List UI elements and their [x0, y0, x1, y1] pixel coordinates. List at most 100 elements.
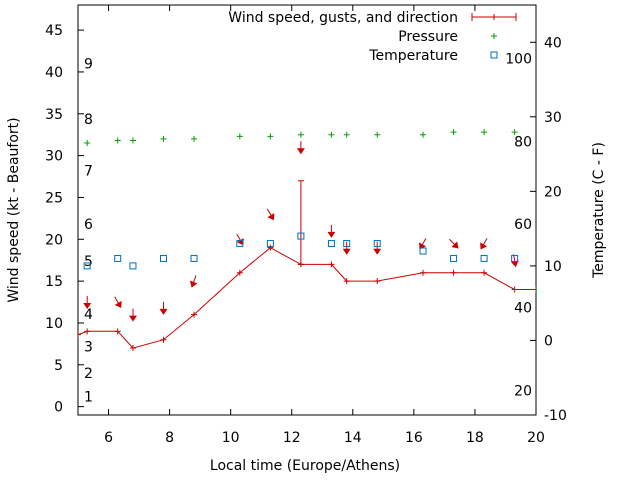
temperature-point	[373, 240, 381, 248]
y-tick-label: 0	[54, 400, 63, 416]
pressure-point	[450, 129, 457, 136]
x-tick-label: 6	[104, 430, 113, 446]
fahrenheit-label: 60	[514, 217, 532, 233]
wind-speed-line	[78, 247, 536, 349]
x-tick-label: 8	[165, 430, 174, 446]
y-tick-label: 30	[45, 149, 63, 165]
y-tick-label: 20	[45, 232, 63, 248]
pressure-point	[481, 129, 488, 136]
legend-key-pressure	[491, 33, 497, 39]
y-tick-label: 45	[45, 23, 63, 39]
temperature-point	[266, 240, 274, 248]
pressure-point	[267, 133, 274, 140]
legend-label-pressure: Pressure	[398, 29, 458, 45]
fahrenheit-label: 80	[514, 134, 532, 150]
x-axis: 6 8 10 12 14 16 18 20	[104, 5, 545, 446]
wind-arrow	[159, 301, 168, 315]
wind-point	[191, 311, 198, 318]
y2-tick-label: 10	[544, 259, 562, 275]
beaufort-label: 9	[84, 57, 93, 73]
fahrenheit-scale-labels: 20 40 60 80 100	[505, 52, 532, 400]
gust-bar	[297, 180, 304, 265]
wind-arrow	[189, 275, 198, 288]
x-tick-label: 14	[344, 430, 362, 446]
temperature-series	[83, 232, 519, 270]
fahrenheit-label: 40	[514, 301, 532, 317]
y2-tick-label: 40	[544, 35, 562, 51]
temperature-point	[83, 262, 91, 270]
wind-point	[84, 328, 91, 335]
temperature-point	[114, 254, 122, 262]
y2-tick-label: 20	[544, 184, 562, 200]
y-tick-label: 15	[45, 274, 63, 290]
beaufort-label: 7	[84, 164, 93, 180]
x-tick-label: 16	[405, 430, 423, 446]
wind-point	[236, 269, 243, 276]
wind-arrow	[236, 233, 244, 246]
pressure-point	[160, 135, 167, 142]
legend-key-wind	[471, 13, 517, 21]
wind-point	[343, 278, 350, 285]
y-tick-label: 35	[45, 107, 63, 123]
beaufort-label: 1	[84, 390, 93, 406]
wind-point	[78, 331, 81, 338]
temperature-point	[511, 254, 519, 262]
wind-arrow	[296, 141, 305, 155]
wind-point	[481, 269, 488, 276]
pressure-point	[511, 129, 518, 136]
wind-series	[78, 244, 536, 352]
y-axis-label: Wind speed (kt - Beaufort)	[6, 117, 22, 302]
y2-tick-label: -10	[544, 408, 567, 424]
fahrenheit-label: 100	[505, 52, 532, 68]
wind-point	[374, 278, 381, 285]
beaufort-label: 5	[84, 254, 93, 270]
wind-point	[267, 244, 274, 251]
wind-arrow	[327, 224, 336, 238]
pressure-point	[191, 135, 198, 142]
wind-arrow	[266, 208, 275, 221]
pressure-point	[114, 137, 121, 144]
pressure-point	[328, 131, 335, 138]
temperature-point	[297, 232, 305, 240]
pressure-point	[420, 131, 427, 138]
y2-axis-label: Temperature (C - F)	[591, 142, 607, 279]
wind-point	[328, 261, 335, 268]
wind-point	[114, 328, 121, 335]
temperature-point	[327, 240, 335, 248]
wind-arrow	[114, 296, 122, 309]
legend-key-temperature	[490, 51, 498, 59]
x-tick-label: 10	[222, 430, 240, 446]
y-tick-label: 25	[45, 190, 63, 206]
beaufort-label: 4	[84, 307, 93, 323]
beaufort-label: 2	[84, 366, 93, 382]
y2-tick-label: 30	[544, 110, 562, 126]
legend: Wind speed, gusts, and direction Pressur…	[228, 10, 517, 64]
y2-axis: -10 0 10 20 30 40	[530, 35, 567, 424]
y2-tick-label: 0	[544, 333, 553, 349]
wind-point	[129, 345, 136, 352]
wind-direction-arrows	[83, 141, 519, 322]
wind-arrow	[83, 296, 92, 309]
wind-arrow	[480, 238, 488, 250]
beaufort-scale-labels: 1 2 3 4 5 6 7 8 9	[84, 57, 93, 406]
wind-point	[450, 269, 457, 276]
wind-arrow	[129, 308, 137, 322]
wind-point	[533, 286, 536, 293]
x-axis-label: Local time (Europe/Athens)	[210, 458, 400, 474]
pressure-point	[236, 133, 243, 140]
fahrenheit-label: 20	[514, 383, 532, 399]
beaufort-label: 6	[84, 217, 93, 233]
temperature-point	[159, 254, 167, 262]
gust-series	[297, 180, 304, 265]
y-tick-label: 40	[45, 65, 63, 81]
pressure-point	[374, 131, 381, 138]
temperature-point	[480, 254, 488, 262]
y-axis: 0 5 10 15 20 25 30 35 40 45	[45, 23, 84, 416]
temperature-point	[450, 254, 458, 262]
wind-arrow	[342, 241, 351, 255]
x-tick-label: 18	[466, 430, 484, 446]
pressure-point	[84, 140, 91, 147]
x-tick-label: 20	[527, 430, 545, 446]
pressure-point	[297, 131, 304, 138]
